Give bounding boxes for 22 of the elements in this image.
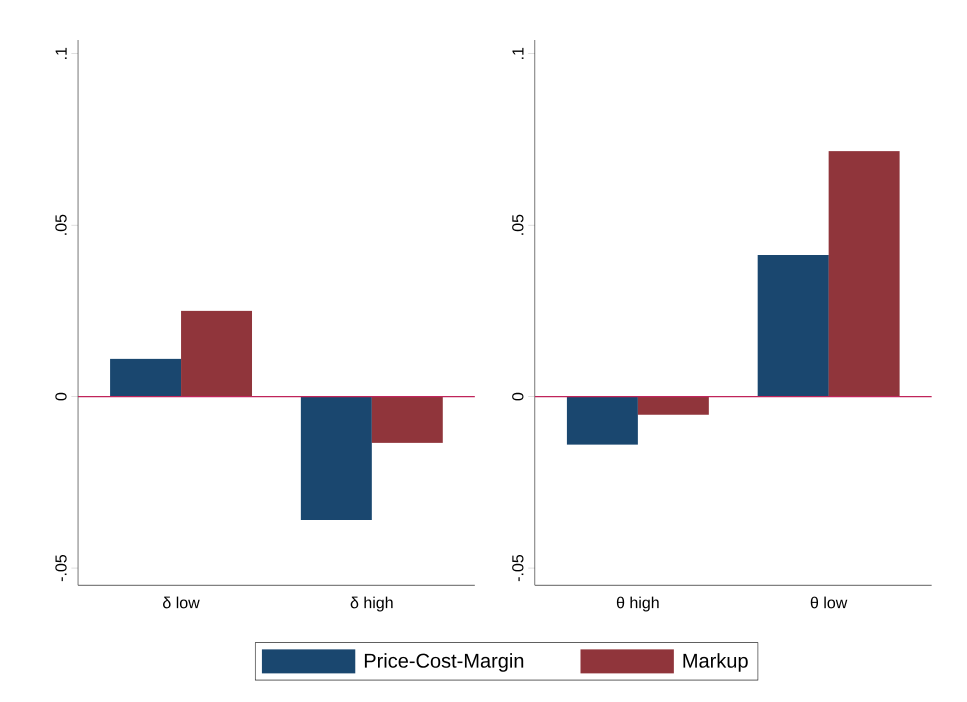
legend-label: Markup xyxy=(683,653,748,672)
bar xyxy=(300,396,372,520)
bar xyxy=(758,254,829,396)
y-tick-label: .05 xyxy=(55,214,67,235)
bar xyxy=(638,396,709,415)
x-tick-label: θ low xyxy=(810,596,848,608)
y-tick-label: .1 xyxy=(56,48,67,59)
y-tick-label: -.05 xyxy=(55,554,67,582)
bar xyxy=(181,310,252,396)
bar xyxy=(110,358,182,396)
x-tick-label: δ low xyxy=(163,596,200,608)
bar xyxy=(828,150,900,396)
y-tick-label: .05 xyxy=(512,214,524,235)
bar xyxy=(372,396,443,443)
y-tick-label: 0 xyxy=(55,392,67,400)
x-tick-label: θ high xyxy=(616,596,659,612)
legend-label: Price-Cost-Margin xyxy=(364,653,524,672)
bar xyxy=(566,396,638,444)
y-tick-label: -.05 xyxy=(512,554,524,582)
y-tick-label: 0 xyxy=(512,392,524,400)
x-tick-label: δ high xyxy=(350,596,393,612)
y-tick-label: .1 xyxy=(512,48,524,59)
